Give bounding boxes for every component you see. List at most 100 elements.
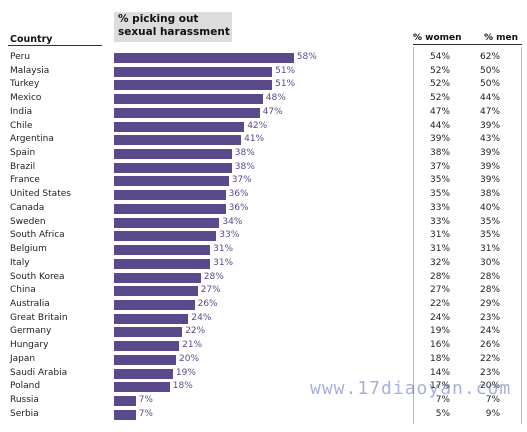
- watermark: www.17diaoyan.com: [310, 378, 512, 399]
- table-border-left: [413, 47, 414, 424]
- chart-row: South Africa 33% 31% 35%: [0, 229, 527, 243]
- chart-row: South Korea 28% 28% 28%: [0, 271, 527, 285]
- bar: [114, 299, 195, 310]
- bar-value-label: 31%: [213, 257, 234, 268]
- women-value: 24%: [430, 312, 451, 323]
- chart-row: Chile 42% 44% 39%: [0, 120, 527, 134]
- chart-row: Great Britain 24% 24% 23%: [0, 312, 527, 326]
- chart-row: Hungary 21% 16% 26%: [0, 339, 527, 353]
- bar: [114, 245, 211, 256]
- country-label: Brazil: [10, 161, 36, 172]
- chart-row: Poland 18% 17% 20%: [0, 380, 527, 394]
- bar-value-label: 26%: [197, 298, 218, 309]
- country-label: United States: [10, 189, 71, 200]
- country-label: Sweden: [10, 216, 46, 227]
- country-label: Argentina: [10, 134, 54, 145]
- chart-row: Belgium 31% 31% 31%: [0, 243, 527, 257]
- bar-value-label: 24%: [191, 312, 212, 323]
- women-value: 17%: [430, 381, 451, 392]
- men-value: 23%: [480, 367, 501, 378]
- country-label: Saudi Arabia: [10, 367, 68, 378]
- women-value: 37%: [430, 161, 451, 172]
- men-value: 47%: [480, 106, 501, 117]
- women-value: 31%: [430, 244, 451, 255]
- chart-row: Sweden 34% 33% 35%: [0, 216, 527, 230]
- men-value: 9%: [485, 408, 500, 419]
- bar-value-label: 37%: [231, 175, 252, 186]
- men-value: 28%: [480, 285, 501, 296]
- country-label: Germany: [10, 326, 52, 337]
- women-value: 28%: [430, 271, 451, 282]
- men-value: 39%: [480, 175, 501, 186]
- men-value: 30%: [480, 257, 501, 268]
- chart-row: Germany 22% 19% 24%: [0, 325, 527, 339]
- bar-value-label: 7%: [138, 408, 153, 419]
- bar-value-label: 22%: [185, 326, 206, 337]
- bar-value-label: 20%: [179, 353, 200, 364]
- chart-row: Spain 38% 38% 39%: [0, 147, 527, 161]
- bar-value-label: 58%: [296, 52, 317, 62]
- bar: [114, 396, 136, 406]
- chart-row: Argentina 41% 39% 43%: [0, 133, 527, 147]
- bar: [114, 149, 232, 160]
- chart-row: France 37% 35% 39%: [0, 174, 527, 188]
- bar: [114, 80, 273, 91]
- men-header: % men: [484, 33, 519, 43]
- women-value: 39%: [430, 134, 451, 145]
- country-label: South Korea: [10, 271, 65, 282]
- country-label: Chile: [10, 120, 33, 131]
- chart-row: Serbia 7% 5% 9%: [0, 408, 527, 422]
- men-value: 23%: [480, 312, 501, 323]
- bar: [114, 176, 229, 187]
- men-value: 39%: [480, 161, 501, 172]
- bar-value-label: 51%: [275, 65, 296, 76]
- bar-value-label: 18%: [172, 381, 193, 392]
- bar: [114, 341, 180, 352]
- bar: [114, 107, 260, 118]
- bar-value-label: 38%: [234, 148, 255, 159]
- bar-value-label: 31%: [213, 244, 234, 255]
- chart-row: Turkey 51% 52% 50%: [0, 78, 527, 92]
- men-value: 39%: [480, 148, 501, 159]
- country-label: China: [10, 285, 36, 296]
- men-value: 35%: [480, 230, 501, 241]
- bar-value-label: 51%: [275, 79, 296, 90]
- men-value: 24%: [480, 326, 501, 337]
- bar-value-label: 48%: [265, 93, 286, 104]
- bar: [114, 313, 189, 324]
- women-value: 32%: [430, 257, 451, 268]
- chart-row: Brazil 38% 37% 39%: [0, 161, 527, 175]
- bar-value-label: 28%: [203, 271, 224, 282]
- bar: [114, 162, 232, 173]
- country-label: Hungary: [10, 340, 49, 351]
- women-value: 7%: [435, 395, 450, 405]
- women-value: 52%: [430, 79, 451, 90]
- bar-value-label: 33%: [219, 230, 240, 241]
- chart-row: Italy 31% 32% 30%: [0, 257, 527, 271]
- bar-value-label: 41%: [244, 134, 265, 145]
- men-value: 28%: [480, 271, 501, 282]
- men-value: 40%: [480, 202, 501, 213]
- chart-row: Mexico 48% 52% 44%: [0, 92, 527, 106]
- country-label: Mexico: [10, 93, 42, 104]
- country-header-rule: [8, 45, 102, 46]
- women-header: % women: [413, 33, 462, 43]
- bar-value-label: 42%: [247, 120, 268, 131]
- women-value: 44%: [430, 120, 451, 131]
- bar: [114, 382, 170, 393]
- bar: [114, 190, 226, 201]
- country-label: Russia: [10, 395, 39, 405]
- bar-value-label: 36%: [228, 202, 249, 213]
- women-value: 16%: [430, 340, 451, 351]
- chart-row: Australia 26% 22% 29%: [0, 298, 527, 312]
- chart-row: United States 36% 35% 38%: [0, 188, 527, 202]
- chart-row: Russia 7% 7% 7%: [0, 394, 527, 408]
- bar-value-label: 21%: [182, 340, 203, 351]
- country-label: Turkey: [10, 79, 40, 90]
- chart-row: Malaysia 51% 52% 50%: [0, 65, 527, 79]
- bar: [114, 368, 173, 379]
- bar: [114, 121, 245, 132]
- bar: [114, 203, 226, 214]
- men-value: 62%: [480, 52, 501, 62]
- women-value: 18%: [430, 353, 451, 364]
